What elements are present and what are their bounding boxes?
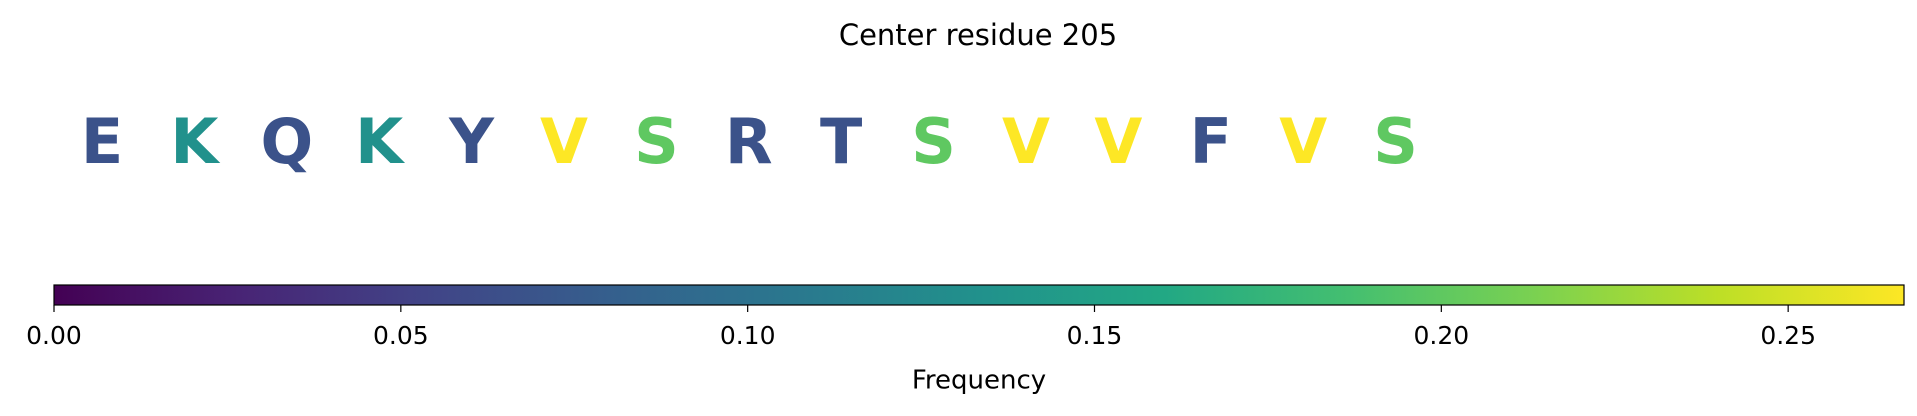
x-axis-label: Frequency <box>912 366 1046 396</box>
residue-letter: V <box>1094 105 1142 178</box>
residue-letter: K <box>170 105 220 178</box>
residue-letter: S <box>634 105 679 178</box>
residue-letter: V <box>540 105 588 178</box>
x-tick-label: 0.20 <box>1413 321 1469 350</box>
residue-letter: S <box>1373 105 1418 178</box>
residue-letter: V <box>1002 105 1050 178</box>
x-tick-label: 0.00 <box>26 321 82 350</box>
x-tick-label: 0.05 <box>373 321 429 350</box>
residue-letter: S <box>911 105 956 178</box>
residue-letter: F <box>1190 105 1232 178</box>
x-tick-label: 0.25 <box>1760 321 1816 350</box>
residue-letter: R <box>725 105 773 178</box>
chart-title: Center residue 205 <box>839 18 1117 52</box>
residue-letter: K <box>355 105 405 178</box>
x-tick-label: 0.15 <box>1067 321 1123 350</box>
residue-letter: E <box>81 105 123 178</box>
residue-letter: Y <box>448 105 495 178</box>
residue-letter: Q <box>260 105 313 178</box>
colorbar <box>53 284 1905 306</box>
x-tick-label: 0.10 <box>720 321 776 350</box>
residue-letter: T <box>820 105 862 178</box>
residue-letter: V <box>1279 105 1327 178</box>
